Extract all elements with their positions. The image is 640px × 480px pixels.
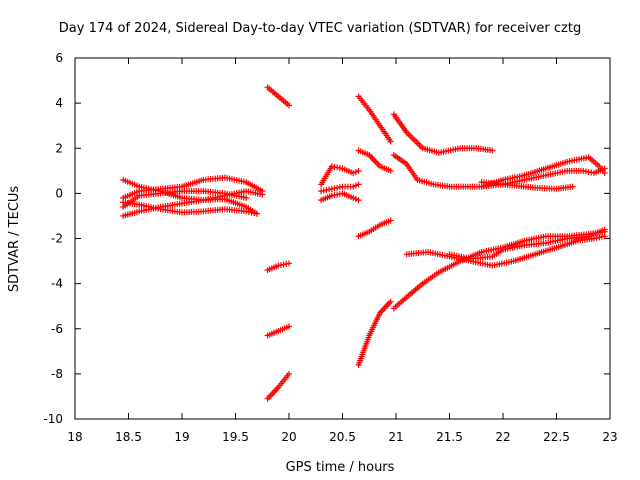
- data-point-marker: [387, 298, 394, 305]
- axis-ticks: 18 18.5 19 19.5 20 20.5 21 21.5 22 22.5 23-10-8-6-…: [43, 51, 617, 444]
- series-arc-d2: [355, 147, 394, 174]
- series-arc-c3: [318, 190, 362, 204]
- data-marks: [120, 84, 608, 402]
- data-point-marker: [387, 217, 394, 224]
- data-point-marker: [355, 197, 362, 204]
- x-tick-label: 18.5: [115, 430, 142, 444]
- y-axis-label: SDTVAR / TECUs: [7, 186, 22, 293]
- y-tick-label: -6: [51, 322, 63, 336]
- series-arc-a2: [120, 174, 266, 201]
- data-point-marker: [352, 168, 359, 175]
- series-arc-b1: [264, 84, 292, 109]
- series-arc-a5: [120, 188, 250, 210]
- data-point-marker: [601, 226, 608, 233]
- x-tick-label: 19: [174, 430, 189, 444]
- y-tick-label: -2: [51, 232, 63, 246]
- data-point-marker: [350, 194, 357, 201]
- data-point-marker: [489, 147, 496, 154]
- x-axis-label: GPS time / hours: [286, 460, 395, 475]
- x-tick-label: 21.5: [436, 430, 463, 444]
- data-point-marker: [259, 191, 266, 198]
- y-tick-label: -10: [43, 412, 63, 426]
- series-arc-d1: [355, 93, 394, 145]
- y-tick-label: 6: [55, 51, 63, 65]
- data-point-marker: [352, 196, 359, 203]
- data-point-marker: [387, 167, 394, 174]
- data-point-marker: [387, 138, 394, 145]
- series-arc-b3: [264, 323, 292, 339]
- series-arc-b4: [264, 370, 292, 402]
- data-point-marker: [243, 194, 250, 201]
- data-point-marker: [350, 183, 357, 190]
- data-point-marker: [253, 210, 260, 217]
- y-tick-label: 0: [55, 186, 63, 200]
- x-tick-label: 22: [495, 430, 510, 444]
- chart-title: Day 174 of 2024, Sidereal Day-to-day VTE…: [59, 21, 581, 36]
- data-point-marker: [601, 165, 608, 172]
- x-tick-label: 22.5: [543, 430, 570, 444]
- x-tick-label: 19.5: [222, 430, 249, 444]
- series-arc-e1: [390, 111, 496, 156]
- x-tick-label: 20.5: [329, 430, 356, 444]
- x-tick-label: 18: [67, 430, 82, 444]
- y-tick-label: -8: [51, 367, 63, 381]
- data-point-marker: [569, 183, 576, 190]
- y-tick-label: 2: [55, 141, 63, 155]
- y-tick-label: 4: [55, 96, 63, 110]
- series-arc-f3: [446, 226, 608, 262]
- data-point-marker: [286, 370, 292, 377]
- data-point-marker: [601, 233, 608, 240]
- data-point-marker: [286, 102, 292, 109]
- series-arc-e4: [478, 165, 608, 188]
- series-arc-d4: [355, 298, 394, 368]
- series-arc-d3: [355, 217, 394, 240]
- data-point-marker: [350, 170, 357, 177]
- data-point-marker: [355, 181, 362, 188]
- x-tick-label: 21: [388, 430, 403, 444]
- y-tick-label: -4: [51, 277, 63, 291]
- series-arc-c2: [318, 181, 362, 195]
- data-point-marker: [352, 182, 359, 189]
- x-tick-label: 20: [281, 430, 296, 444]
- series-arc-c1: [318, 163, 362, 188]
- series-arc-b2: [264, 260, 292, 274]
- data-point-marker: [286, 260, 292, 267]
- data-point-marker: [286, 323, 292, 330]
- x-tick-label: 23: [602, 430, 617, 444]
- data-point-marker: [355, 167, 362, 174]
